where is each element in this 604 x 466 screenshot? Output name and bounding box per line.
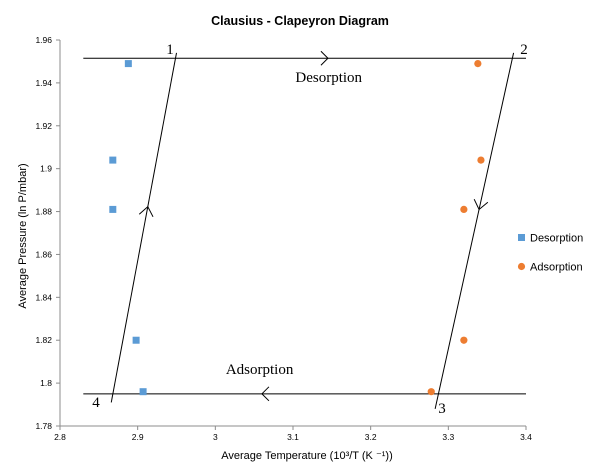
- y-tick-label: 1.9: [40, 164, 52, 174]
- legend-label-adsorption: Adsorption: [530, 262, 583, 274]
- desorption-point: [109, 205, 117, 213]
- cycle-sloped-line: [434, 52, 515, 409]
- desorption-point: [139, 388, 147, 396]
- y-tick-label: 1.94: [35, 78, 52, 88]
- legend-label-desorption: Desorption: [530, 233, 583, 245]
- legend-marker-desorption: [518, 234, 525, 241]
- chart-title: Clausius - Clapeyron Diagram: [211, 14, 389, 28]
- x-tick-label: 3.1: [287, 432, 299, 442]
- y-tick-label: 1.78: [35, 421, 52, 431]
- corner-label-4: 4: [92, 395, 100, 411]
- y-tick-label: 1.82: [35, 335, 52, 345]
- adsorption-point: [460, 336, 468, 344]
- y-tick-label: 1.88: [35, 207, 52, 217]
- cycle-sloped-arrow: [138, 205, 154, 218]
- adsorption-point: [427, 388, 435, 396]
- x-tick-label: 2.9: [132, 432, 144, 442]
- y-axis-title: Average Pressure (ln P/mbar): [17, 163, 29, 308]
- y-tick-label: 1.96: [35, 35, 52, 45]
- cycle-label-desorption: Desorption: [295, 70, 362, 86]
- cycle-arrow-adsorption: [261, 386, 270, 402]
- cycle-sloped-line: [110, 52, 177, 403]
- adsorption-point: [460, 205, 468, 214]
- corner-label-2: 2: [520, 42, 528, 58]
- y-tick-label: 1.8: [40, 378, 52, 388]
- desorption-point: [124, 60, 132, 68]
- corner-label-1: 1: [166, 42, 174, 58]
- desorption-point: [109, 156, 117, 164]
- x-tick-label: 3.3: [442, 432, 454, 442]
- desorption-point: [132, 336, 140, 344]
- x-tick-label: 3.2: [365, 432, 377, 442]
- y-tick-label: 1.92: [35, 121, 52, 131]
- x-axis-title: Average Temperature (10³/T (K ⁻¹)): [221, 450, 392, 462]
- x-tick-label: 2.8: [54, 432, 66, 442]
- cycle-arrow-desorption: [320, 50, 329, 66]
- corner-label-3: 3: [438, 401, 446, 417]
- adsorption-point: [477, 156, 485, 164]
- legend-marker-adsorption: [517, 262, 526, 271]
- x-tick-label: 3.4: [520, 432, 532, 442]
- plot-area: 2.8 2.9 3 3.1 3.2 3.3 3.4 1.78 1.8 1.82 1.84 1.86 1.…: [35, 35, 532, 442]
- y-tick-label: 1.86: [35, 249, 52, 259]
- cycle-sloped-arrow: [473, 198, 489, 211]
- adsorption-point: [474, 59, 482, 68]
- y-tick-label: 1.84: [35, 292, 52, 302]
- cycle-label-adsorption: Adsorption: [226, 362, 294, 378]
- legend: Desorption Adsorption: [517, 233, 583, 274]
- x-tick-label: 3: [213, 432, 218, 442]
